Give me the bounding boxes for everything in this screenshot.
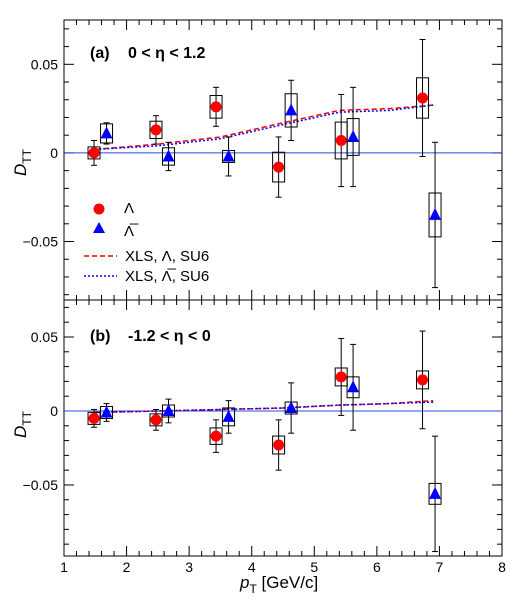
- panel-b-lambda-sys-box: [149, 413, 163, 427]
- x-tick-label: 2: [123, 559, 131, 575]
- panel-a-antilambda-point: [222, 149, 235, 162]
- legend-antilambda-marker: [93, 222, 105, 233]
- panel-a-antilambda-point: [100, 126, 113, 139]
- panel-b-antilambda-point: [429, 486, 442, 499]
- panel-b-y-ticks: 0.05 0 −0.05: [23, 306, 502, 545]
- panel-a-lambda-sys-box: [272, 151, 286, 183]
- legend-xls-lambda-label: XLS, Λ, SU6: [125, 248, 209, 265]
- panel-b-lambda-point: [417, 374, 429, 386]
- x-axis: 1 2 3 4 5 6 7 8: [60, 20, 506, 575]
- panel-b-lambda-point: [335, 371, 347, 383]
- panel-a-lambda-point: [88, 147, 100, 159]
- panel-a-antilambda-point: [347, 129, 360, 142]
- panel-b-antilambda-sys-box: [222, 407, 236, 427]
- legend-lambda-marker: [93, 203, 105, 215]
- x-tick-label: 5: [310, 559, 318, 575]
- panel-b-lambda-sys-box: [87, 411, 101, 425]
- legend-antilambda-label: Λ̅: [124, 223, 139, 240]
- panel-a-antilambda-point: [429, 207, 442, 220]
- panel-b-lambda-point: [150, 414, 162, 426]
- panel-a: 0.05 0 −0.05 (a) 0 < η < 1.2 DTT Λ Λ̅ XLS,…: [11, 19, 503, 301]
- panel-b-lambda-sys-box: [209, 427, 223, 445]
- panel-a-lambda-point: [273, 161, 285, 173]
- panel-a-model-curves: [95, 104, 434, 151]
- panel-b-antilambda-sys-box: [346, 376, 360, 399]
- x-axis-title-sub: T: [249, 582, 257, 596]
- panel-a-y-tick-label: −0.05: [23, 234, 59, 250]
- panel-a-model-curve-antilambda: [95, 104, 434, 151]
- panel-b-antilambda-sys-box: [428, 482, 442, 505]
- panel-a-y-axis-title-sub: TT: [20, 148, 34, 163]
- panel-a-model-curve-lambda: [95, 104, 434, 151]
- panel-a-lambda-sys-box: [209, 95, 223, 119]
- x-axis-title-main: p: [239, 573, 249, 592]
- panel-a-antilambda-point: [285, 103, 298, 116]
- panel-a-antilambda-point: [162, 149, 175, 162]
- panel-b-lambda-point: [273, 439, 285, 451]
- panel-b-lambda-point: [88, 412, 100, 424]
- legend-xls-antilambda-label: XLS, Λ̅, SU6: [125, 268, 209, 285]
- panel-b: 0.05 0 −0.05 (b) -1.2 < η < 0 DTT: [11, 299, 503, 557]
- panel-a-antilambda-sys-box: [346, 118, 360, 156]
- panel-b-lambda-sys-box: [416, 370, 430, 390]
- panel-a-y-tick-label: 0: [50, 145, 58, 161]
- panel-b-antilambda-point: [285, 401, 298, 414]
- panel-b-frame: [63, 299, 503, 557]
- panel-a-label-prefix: (a): [90, 45, 110, 62]
- panel-a-lambda-point: [150, 124, 162, 136]
- x-axis-title: pT [GeV/c]: [239, 573, 318, 596]
- panel-a-antilambda-sys-box: [428, 192, 442, 238]
- panel-a-antilambda-sys-box: [100, 123, 114, 144]
- panel-a-lambda-sys-box: [416, 77, 430, 119]
- panel-a-y-tick-label: 0.05: [31, 56, 58, 72]
- panel-b-lambda-point: [210, 430, 222, 442]
- panel-a-label-text: 0 < η < 1.2: [128, 45, 205, 62]
- panel-b-model-curves: [95, 399, 434, 414]
- panel-a-y-ticks: 0.05 0 −0.05: [23, 28, 502, 296]
- panel-b-y-tick-label: 0.05: [31, 329, 58, 345]
- panel-b-y-axis-title-sub: TT: [20, 410, 34, 425]
- panel-a-lambda-sys-box: [87, 146, 101, 160]
- panel-b-antilambda-point: [347, 380, 360, 393]
- x-tick-label: 4: [248, 559, 256, 575]
- panel-a-antilambda-sys-box: [161, 147, 175, 166]
- panel-a-y-axis-title: DTT: [11, 148, 34, 176]
- x-tick-label: 6: [373, 559, 381, 575]
- panel-a-lambda-point: [417, 92, 429, 104]
- panel-b-y-axis-title: DTT: [11, 410, 34, 438]
- panel-a-lambda-sys-box: [149, 120, 163, 140]
- panel-b-antilambda-point: [162, 403, 175, 416]
- panel-b-antilambda-point: [222, 409, 235, 422]
- panel-a-data-points: [87, 38, 442, 289]
- panel-b-data-points: [87, 330, 442, 553]
- panel-b-y-tick-label: 0: [50, 403, 58, 419]
- panel-b-y-tick-label: −0.05: [23, 477, 59, 493]
- x-tick-label: 1: [60, 559, 68, 575]
- x-tick-label: 3: [185, 559, 193, 575]
- legend-lambda-label: Λ: [124, 200, 134, 217]
- x-axis-title-unit: [GeV/c]: [257, 573, 318, 592]
- panel-a-lambda-point: [335, 135, 347, 147]
- panel-a-lambda-point: [210, 101, 222, 113]
- panel-a-y-axis-title-main: D: [11, 164, 30, 176]
- x-tick-label: 7: [436, 559, 444, 575]
- panel-b-label-prefix: (b): [90, 328, 110, 345]
- x-tick-label: 8: [498, 559, 506, 575]
- panel-b-lambda-sys-box: [272, 435, 286, 455]
- legend: Λ Λ̅ XLS, Λ, SU6 XLS, Λ̅, SU6: [84, 200, 209, 285]
- panel-b-model-curve-lambda: [95, 399, 434, 414]
- panel-a-antilambda-sys-box: [284, 93, 298, 128]
- panel-b-antilambda-point: [100, 405, 113, 418]
- panel-b-y-axis-title-main: D: [11, 426, 30, 438]
- panel-b-label-text: -1.2 < η < 0: [128, 328, 211, 345]
